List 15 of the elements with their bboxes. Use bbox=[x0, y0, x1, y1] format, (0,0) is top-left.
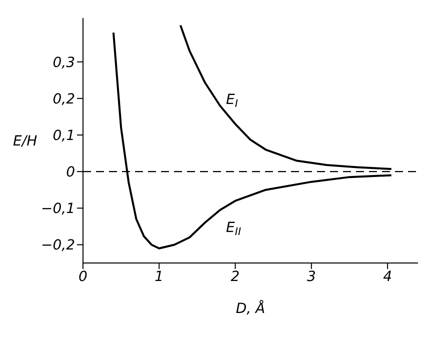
x-tick-label: 3 bbox=[306, 268, 316, 285]
y-tick-label: 0,2 bbox=[52, 91, 76, 108]
x-axis-title: D, Å bbox=[236, 300, 266, 317]
y-tick-label: −0,1 bbox=[41, 201, 75, 218]
series-label: E$_{I}$ bbox=[226, 92, 238, 110]
y-tick-label: 0 bbox=[66, 164, 76, 181]
y-tick-label: −0,2 bbox=[41, 238, 76, 254]
x-tick-label: 2 bbox=[230, 268, 240, 285]
x-tick-label: 4 bbox=[383, 268, 392, 285]
series-label: E$_{II}$ bbox=[226, 220, 242, 238]
x-tick-label: 1 bbox=[154, 268, 164, 285]
y-tick-label: 0,3 bbox=[52, 54, 75, 71]
x-tick-label: 0 bbox=[78, 268, 88, 285]
y-tick-label: 0,1 bbox=[52, 128, 75, 144]
y-axis-title: E/H bbox=[13, 133, 38, 150]
